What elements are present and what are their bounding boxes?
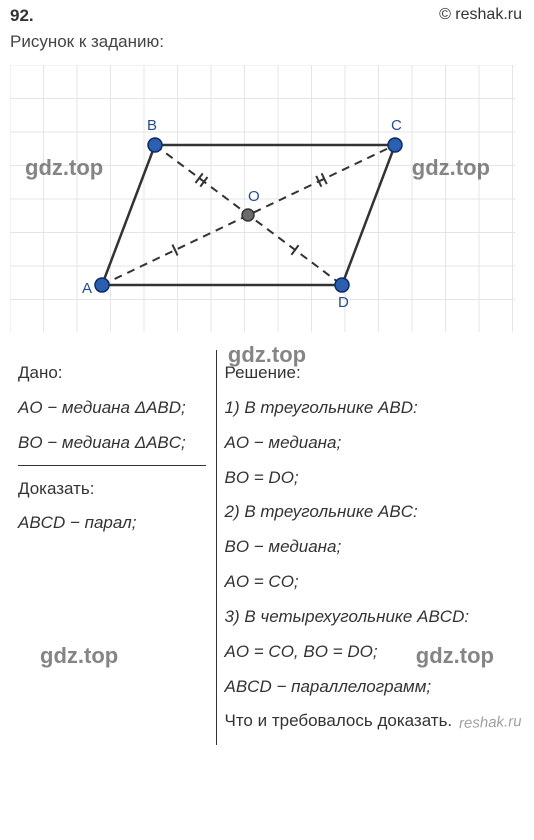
svg-text:C: C	[391, 117, 402, 134]
given-cell: Дано: AO − медиана ΔABD; BO − медиана ΔA…	[10, 350, 216, 745]
watermark-corner: reshak.ru	[459, 713, 522, 732]
given-line-0: AO − медиана ΔABD;	[18, 391, 206, 426]
solution-cell: Решение: 1) В треугольнике ABD: AO − мед…	[216, 350, 515, 745]
solution-line-6: 3) В четырехугольнике ABCD:	[225, 600, 506, 635]
solution-line-1: AO − медиана;	[225, 426, 506, 461]
solution-line-5: AO = CO;	[225, 565, 506, 600]
svg-text:D: D	[338, 294, 349, 311]
copyright: © reshak.ru	[439, 6, 522, 24]
problem-number: 92.	[10, 6, 34, 26]
solution-line-8: ABCD − параллелограмм;	[225, 670, 506, 705]
figure-area: ABCDO gdz.top gdz.top	[10, 65, 515, 332]
solution-table: Дано: AO − медиана ΔABD; BO − медиана ΔA…	[10, 350, 515, 745]
prove-line-0: ABCD − парал;	[18, 506, 206, 541]
solution-line-7: AO = CO, BO = DO;	[225, 635, 506, 670]
solution-title: Решение:	[225, 356, 506, 391]
svg-text:B: B	[147, 117, 157, 134]
svg-text:O: O	[248, 188, 260, 205]
divider: Доказать: ABCD − парал;	[18, 465, 206, 542]
solution-line-2: BO = DO;	[225, 461, 506, 496]
given-title: Дано:	[18, 356, 206, 391]
svg-text:A: A	[82, 280, 92, 297]
solution-line-0: 1) В треугольнике ABD:	[225, 391, 506, 426]
given-line-1: BO − медиана ΔABC;	[18, 426, 206, 461]
geometry-figure: A B C D O	[10, 65, 515, 332]
figure-subtitle: Рисунок к заданию:	[0, 30, 534, 60]
header: 92. © reshak.ru	[0, 0, 534, 30]
solution-line-4: BO − медиана;	[225, 530, 506, 565]
solution-line-3: 2) В треугольнике ABC:	[225, 495, 506, 530]
prove-title: Доказать:	[18, 472, 206, 507]
